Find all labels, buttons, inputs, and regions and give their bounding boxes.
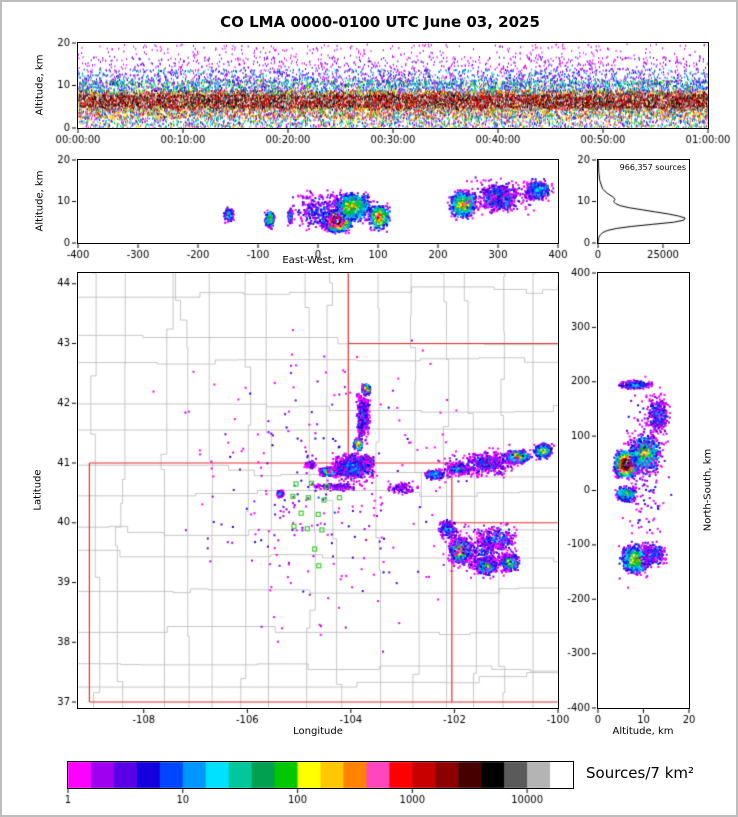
time-height-ylabel: Altitude, km	[34, 54, 46, 116]
ns-ylabel: North-South, km	[702, 448, 714, 532]
source-count-annotation: 966,357 sources	[619, 163, 686, 172]
ew-ylabel: Altitude, km	[34, 170, 46, 232]
figure-title: CO LMA 0000-0100 UTC June 03, 2025	[220, 13, 540, 31]
colorbar-label: Sources/7 km²	[586, 764, 695, 782]
map-xlabel: Longitude	[293, 726, 343, 737]
map-ylabel: Latitude	[32, 469, 44, 511]
ns-xlabel: Altitude, km	[612, 726, 674, 737]
ew-xlabel: East-West, km	[282, 255, 354, 266]
